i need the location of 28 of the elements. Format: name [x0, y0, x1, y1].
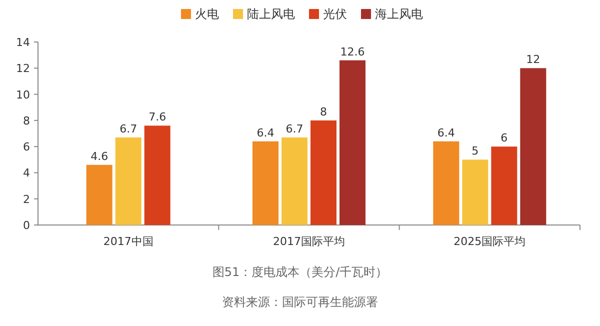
- y-tick-label: 4: [23, 166, 30, 180]
- y-tick-label: 6: [23, 140, 30, 154]
- y-tick-label: 14: [16, 36, 30, 49]
- legend-label: 陆上风电: [247, 7, 295, 21]
- text: 资料来源：国际可再生能源署: [222, 295, 378, 309]
- data-label: 12.6: [340, 45, 365, 58]
- data-label: 6.4: [437, 126, 455, 140]
- caption: 图51：度电成本（美分/千瓦时）: [212, 265, 388, 279]
- x-tick-label: 2017国际平均: [273, 235, 345, 248]
- legend-label: 光伏: [323, 7, 347, 21]
- y-tick-label: 2: [23, 192, 30, 206]
- data-label: 6: [500, 132, 508, 145]
- legend-label: 海上风电: [375, 7, 423, 21]
- data-label: 8: [320, 105, 327, 118]
- y-tick-label: 8: [23, 114, 30, 128]
- data-label: 4.6: [90, 150, 108, 163]
- y-tick-label: 12: [16, 62, 30, 76]
- y-tick-label: 10: [16, 88, 30, 102]
- data-label: 6.4: [256, 126, 274, 140]
- legend-label: 火电: [195, 7, 219, 21]
- data-label: 12: [526, 53, 540, 66]
- data-label: 6.7: [120, 122, 138, 136]
- data-label: 7.6: [148, 110, 166, 124]
- x-tick-label: 2025国际平均: [454, 235, 526, 248]
- x-tick-label: 2017中国: [103, 235, 154, 248]
- data-label: 5: [472, 144, 479, 158]
- y-tick-label: 0: [23, 219, 30, 232]
- data-label: 6.7: [286, 122, 304, 136]
